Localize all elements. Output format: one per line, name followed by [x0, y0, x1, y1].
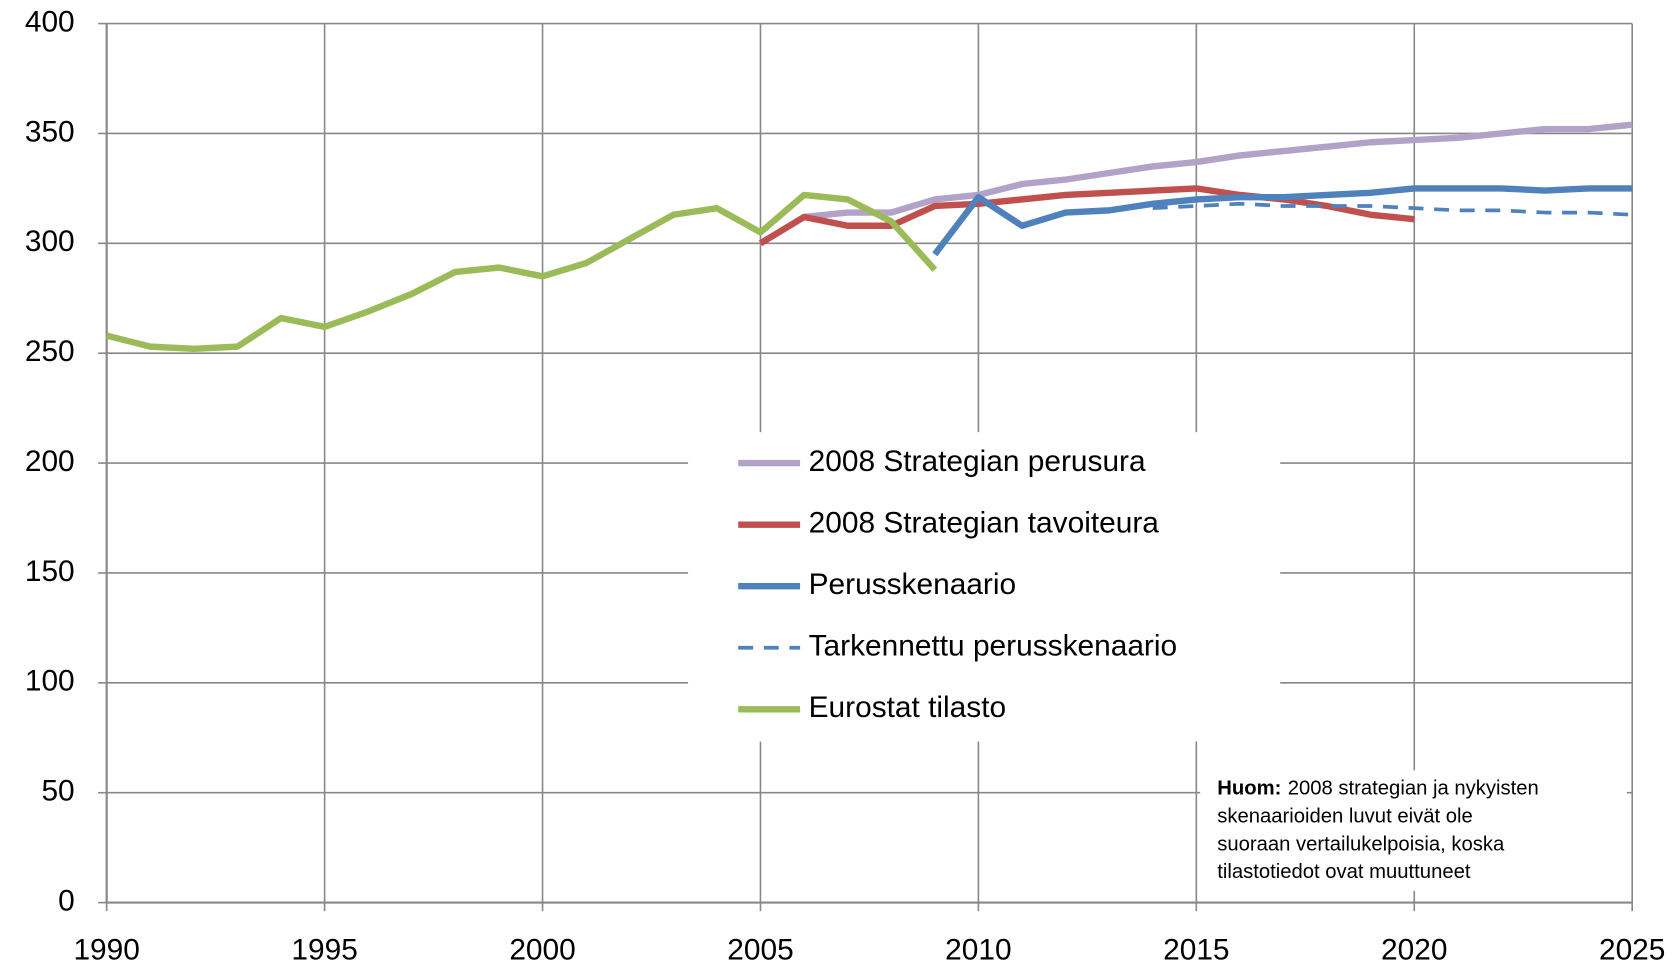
- x-tick-label: 2010: [945, 934, 1011, 967]
- legend-label: Tarkennettu perusskenaario: [809, 630, 1178, 663]
- legend-label: Perusskenaario: [809, 568, 1016, 601]
- series-line: [105, 191, 938, 353]
- y-tick-label: 150: [25, 555, 75, 588]
- y-tick-label: 100: [25, 665, 75, 698]
- note-box: [1200, 770, 1627, 891]
- y-tick-label: 350: [25, 115, 75, 148]
- y-tick-label: 50: [41, 775, 74, 808]
- x-tick-label: 2015: [1163, 934, 1229, 967]
- series-line: [758, 185, 1415, 247]
- series-line: [1152, 201, 1633, 217]
- x-tick-label: 2020: [1381, 934, 1447, 967]
- note-line: tilastotiedot ovat muuttuneet: [1217, 861, 1471, 883]
- legend-label: Eurostat tilasto: [809, 691, 1007, 724]
- y-tick-label: 250: [25, 335, 75, 368]
- note-label: Huom:: [1217, 778, 1281, 800]
- legend-label: 2008 Strategian tavoiteura: [809, 507, 1160, 540]
- x-tick-label: 1990: [73, 934, 139, 967]
- y-tick-label: 400: [25, 5, 75, 38]
- note-line: skenaarioiden luvut eivät ole: [1217, 806, 1473, 828]
- note-line: suoraan vertailukelpoisia, koska: [1217, 833, 1505, 855]
- y-tick-label: 300: [25, 225, 75, 258]
- series-line: [932, 185, 1633, 257]
- plot: [105, 121, 1633, 353]
- x-tick-label: 2005: [727, 934, 793, 967]
- legend-label: 2008 Strategian perusura: [809, 445, 1146, 478]
- x-tick-label: 1995: [291, 934, 357, 967]
- note: Huom: 2008 strategian ja nykyisten skenaar…: [1217, 778, 1539, 883]
- y-tick-label: 0: [58, 885, 75, 918]
- grid: 0 50 100 150 200 250 300 350 400 1990 1995 2000 2005…: [25, 5, 1666, 966]
- note-line: 2008 strategian ja nykyisten: [1288, 778, 1539, 800]
- note-text: Huom: 2008 strategian ja nykyisten: [1217, 778, 1539, 800]
- y-tick-label: 200: [25, 445, 75, 478]
- x-tick-label: 2025: [1599, 934, 1665, 967]
- series-line: [803, 121, 1633, 221]
- x-tick-label: 2000: [509, 934, 575, 967]
- legend: 2008 Strategian perusura 2008 Strategian …: [738, 445, 1177, 724]
